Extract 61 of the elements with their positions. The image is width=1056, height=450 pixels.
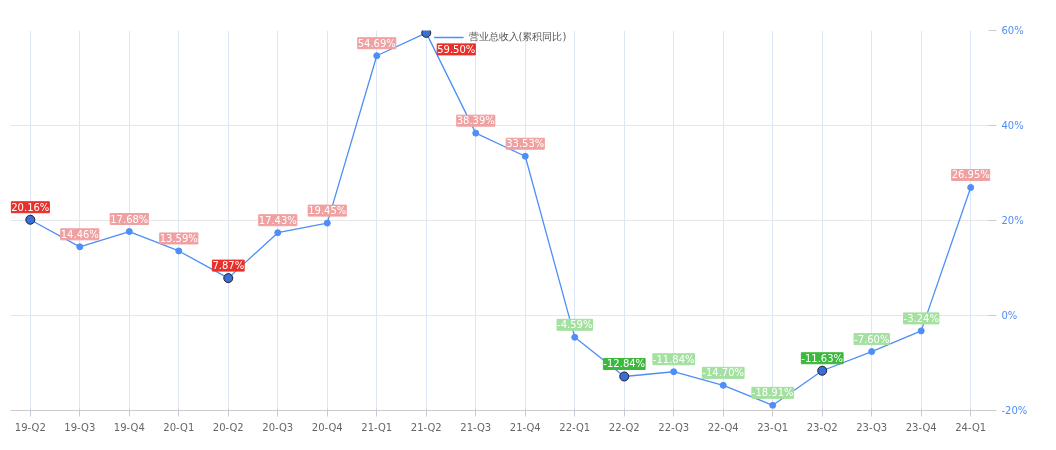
point bbox=[719, 381, 727, 389]
point bbox=[868, 348, 876, 356]
data-label: 13.59% bbox=[159, 232, 198, 244]
data-label: 7.87% bbox=[212, 260, 245, 272]
point bbox=[76, 243, 84, 251]
data-label: 20.16% bbox=[11, 201, 50, 213]
y-tick-label: 40% bbox=[1001, 120, 1024, 131]
point bbox=[472, 129, 480, 137]
point bbox=[521, 152, 529, 160]
data-label: 14.46% bbox=[60, 228, 99, 240]
x-tick-label: 23-Q4 bbox=[905, 421, 937, 433]
x-tick-label: 24-Q1 bbox=[955, 421, 987, 433]
data-label: 54.69% bbox=[357, 37, 396, 49]
x-tick-label: 21-Q3 bbox=[460, 421, 492, 433]
x-tick-label: 21-Q2 bbox=[410, 421, 442, 433]
data-label: 17.68% bbox=[110, 213, 149, 225]
data-label: 33.53% bbox=[506, 138, 545, 150]
data-label: -7.60% bbox=[854, 333, 890, 345]
data-label: 19.45% bbox=[308, 205, 347, 217]
data-label: 59.50% bbox=[437, 43, 476, 55]
point bbox=[917, 327, 925, 335]
x-tick-label: 20-Q3 bbox=[262, 421, 294, 433]
point bbox=[670, 368, 678, 376]
point bbox=[571, 333, 579, 341]
data-label: -18.91% bbox=[751, 387, 794, 399]
text: 营业总收入(累积同比) bbox=[468, 30, 567, 44]
data-label: -11.63% bbox=[801, 352, 844, 364]
y-tick-label: 20% bbox=[1001, 215, 1024, 226]
point bbox=[373, 52, 381, 60]
x-tick-label: 20-Q1 bbox=[163, 421, 195, 433]
point bbox=[125, 228, 133, 236]
y-tick-label: 0% bbox=[1001, 310, 1018, 321]
x-tick-label: 19-Q4 bbox=[113, 421, 145, 433]
x-tick-label: 22-Q4 bbox=[707, 421, 739, 433]
x-tick-label: 23-Q1 bbox=[757, 421, 789, 433]
point bbox=[769, 401, 777, 409]
data-label: -4.59% bbox=[557, 319, 593, 331]
data-label: -14.70% bbox=[702, 367, 745, 379]
x-tick-label: 21-Q4 bbox=[509, 421, 541, 433]
data-label: -3.24% bbox=[903, 312, 939, 324]
x-tick-label: 22-Q1 bbox=[559, 421, 591, 433]
point bbox=[967, 183, 975, 191]
x-tick-label: 19-Q3 bbox=[64, 421, 96, 433]
x-tick-label: 22-Q3 bbox=[658, 421, 690, 433]
y-tick-label: 60% bbox=[1001, 25, 1024, 36]
x-tick-label: 23-Q2 bbox=[806, 421, 838, 433]
point bbox=[274, 229, 282, 237]
data-label: -11.84% bbox=[652, 353, 695, 365]
x-tick-label: 22-Q2 bbox=[608, 421, 640, 433]
data-label: 17.43% bbox=[258, 214, 297, 226]
x-tick-label: 21-Q1 bbox=[361, 421, 393, 433]
x-tick-label: 19-Q2 bbox=[14, 421, 46, 433]
point bbox=[323, 219, 331, 227]
x-tick-label: 23-Q3 bbox=[856, 421, 888, 433]
x-tick-label: 20-Q4 bbox=[311, 421, 343, 433]
data-label: -12.84% bbox=[603, 358, 646, 370]
data-label: 26.95% bbox=[951, 169, 990, 181]
point bbox=[175, 247, 183, 255]
y-tick-label: -20% bbox=[1001, 405, 1028, 416]
data-label: 38.39% bbox=[456, 115, 495, 127]
x-tick-label: 20-Q2 bbox=[212, 421, 244, 433]
